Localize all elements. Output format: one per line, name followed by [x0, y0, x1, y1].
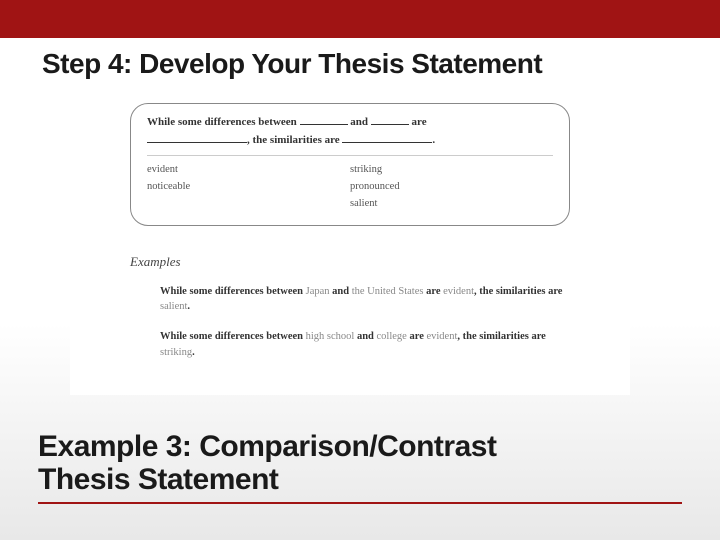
example-item-2: While some differences between high scho…	[160, 329, 570, 361]
thesis-template-box: While some differences between and are ,…	[130, 103, 570, 226]
ex1-l2: the United States	[352, 286, 424, 297]
slide-step-heading: Step 4: Develop Your Thesis Statement	[42, 48, 720, 80]
blank-differences-adj	[147, 133, 247, 143]
blank-subject-b	[371, 115, 409, 125]
blank-similarities-adj	[342, 133, 432, 143]
ex1-b5: .	[187, 301, 190, 312]
slide-title-block: Example 3: Comparison/Contrast Thesis St…	[38, 430, 682, 504]
word-column-right: striking pronounced salient	[350, 162, 553, 212]
blank-subject-a	[300, 115, 348, 125]
template-part-2: and	[348, 116, 371, 128]
example-item-1: While some differences between Japan and…	[160, 284, 570, 316]
word-right-2: salient	[350, 196, 553, 213]
accent-underline	[38, 502, 682, 504]
ex2-b5: .	[192, 347, 195, 358]
ex1-l1: Japan	[306, 286, 330, 297]
slide-title: Example 3: Comparison/Contrast Thesis St…	[38, 430, 682, 496]
template-part-3: are	[409, 116, 427, 128]
ex1-b1: While some differences between	[160, 286, 306, 297]
ex1-b3: are	[423, 286, 443, 297]
slide-title-line1: Example 3: Comparison/Contrast	[38, 430, 496, 463]
ex2-l3: evident	[426, 331, 457, 342]
ex1-b4: , the similarities are	[474, 286, 562, 297]
word-right-0: striking	[350, 162, 553, 179]
accent-top-bar	[0, 0, 720, 38]
ex2-l4: striking	[160, 347, 192, 358]
word-suggestion-columns: evident noticeable striking pronounced s…	[147, 155, 553, 212]
examples-heading: Examples	[130, 254, 630, 270]
ex2-b3: are	[407, 331, 427, 342]
ex1-l3: evident	[443, 286, 474, 297]
template-part-5: .	[432, 134, 435, 146]
template-part-1: While some differences between	[147, 116, 300, 128]
word-column-left: evident noticeable	[147, 162, 350, 212]
ex2-l1: high school	[306, 331, 355, 342]
word-left-1: noticeable	[147, 179, 350, 196]
slide-title-line2: Thesis Statement	[38, 463, 278, 496]
thesis-template-sentence: While some differences between and are ,…	[147, 114, 553, 149]
ex1-b2: and	[330, 286, 352, 297]
word-left-0: evident	[147, 162, 350, 179]
word-right-1: pronounced	[350, 179, 553, 196]
content-panel: While some differences between and are ,…	[70, 95, 630, 395]
ex2-l2: college	[377, 331, 407, 342]
ex2-b1: While some differences between	[160, 331, 306, 342]
ex2-b4: , the similarities are	[457, 331, 545, 342]
template-part-4: , the similarities are	[247, 134, 342, 146]
ex1-l4: salient	[160, 301, 187, 312]
ex2-b2: and	[354, 331, 376, 342]
